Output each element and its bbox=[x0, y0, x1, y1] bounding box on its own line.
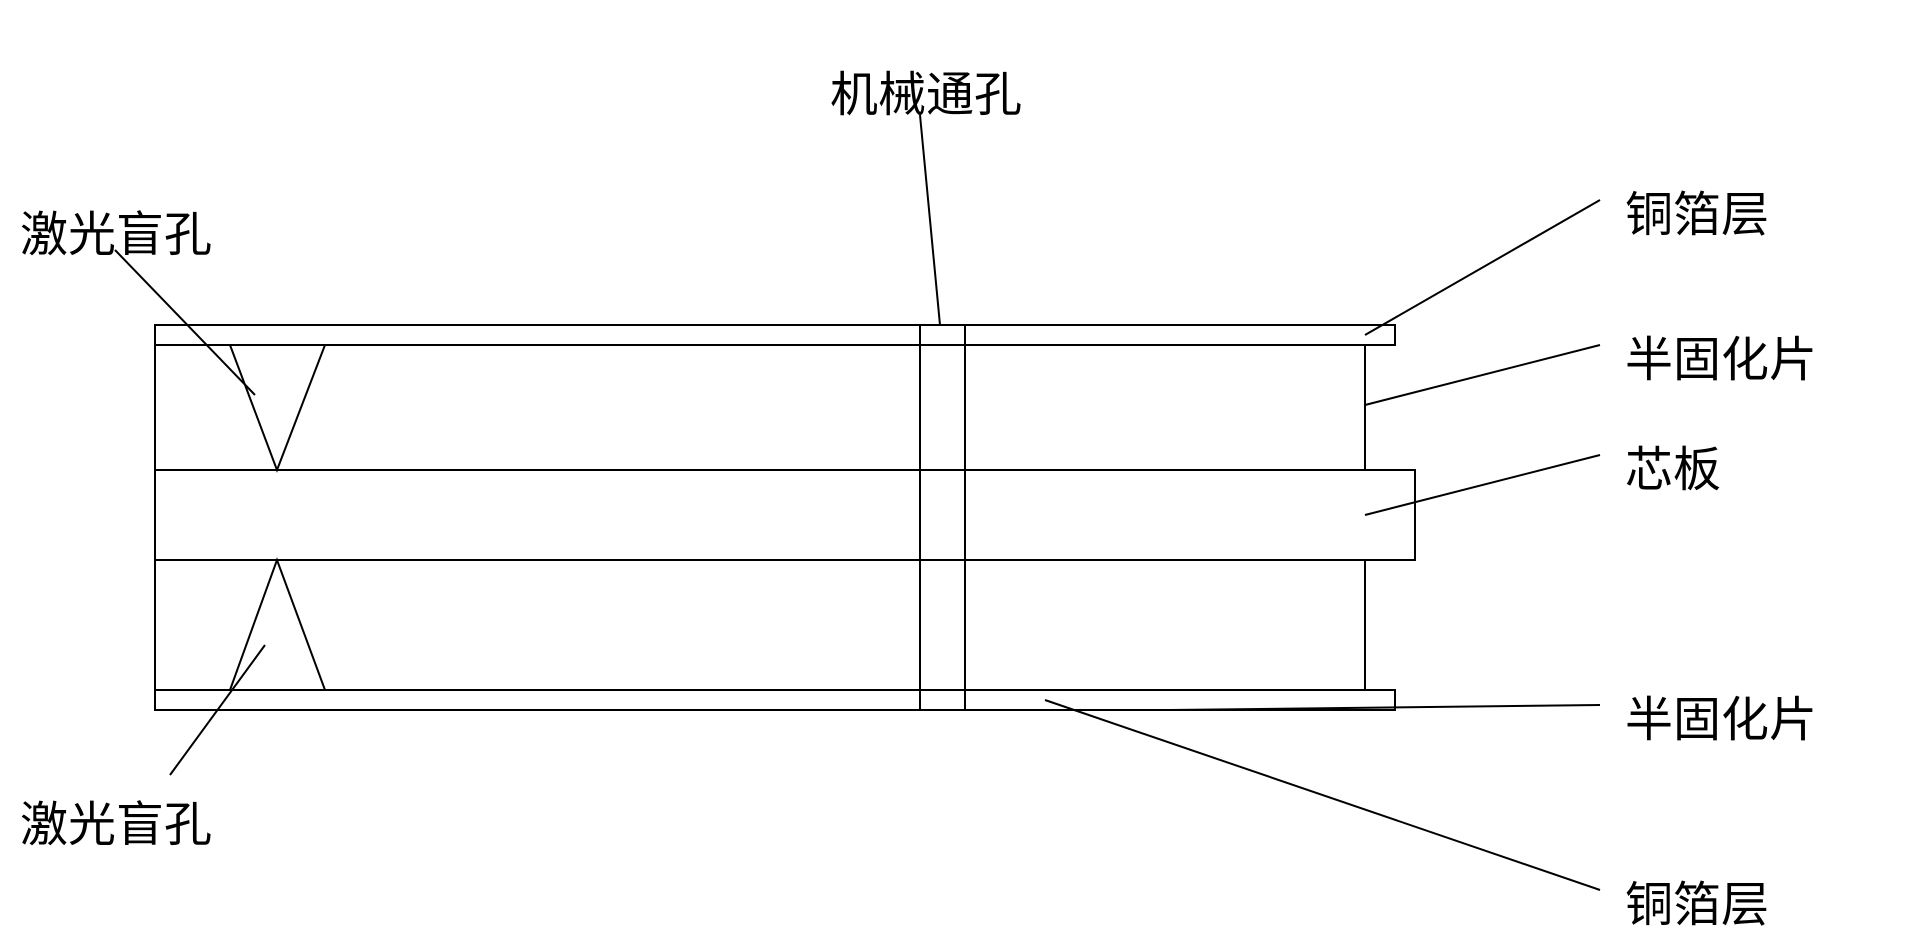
label-prepreg-bot: 半固化片 bbox=[1625, 680, 1817, 750]
prepreg-bottom-layer bbox=[155, 560, 1365, 690]
copper-bottom-layer bbox=[155, 690, 1395, 710]
leader-copper_bot bbox=[1045, 700, 1600, 890]
leader-mech_through bbox=[920, 115, 940, 325]
label-blind-bottom: 激光盲孔 bbox=[20, 785, 212, 855]
leader-prepreg_top bbox=[1365, 345, 1600, 405]
label-blind-top: 激光盲孔 bbox=[20, 195, 212, 265]
prepreg-top-layer bbox=[155, 345, 1365, 470]
label-core: 芯板 bbox=[1625, 430, 1721, 500]
leader-copper_top bbox=[1365, 200, 1600, 335]
core-layer bbox=[155, 470, 1415, 560]
copper-top-layer bbox=[155, 325, 1395, 345]
label-mech-through: 机械通孔 bbox=[830, 55, 1022, 125]
label-prepreg-top: 半固化片 bbox=[1625, 320, 1817, 390]
label-copper-bot: 铜箔层 bbox=[1625, 865, 1769, 935]
label-copper-top: 铜箔层 bbox=[1625, 175, 1769, 245]
